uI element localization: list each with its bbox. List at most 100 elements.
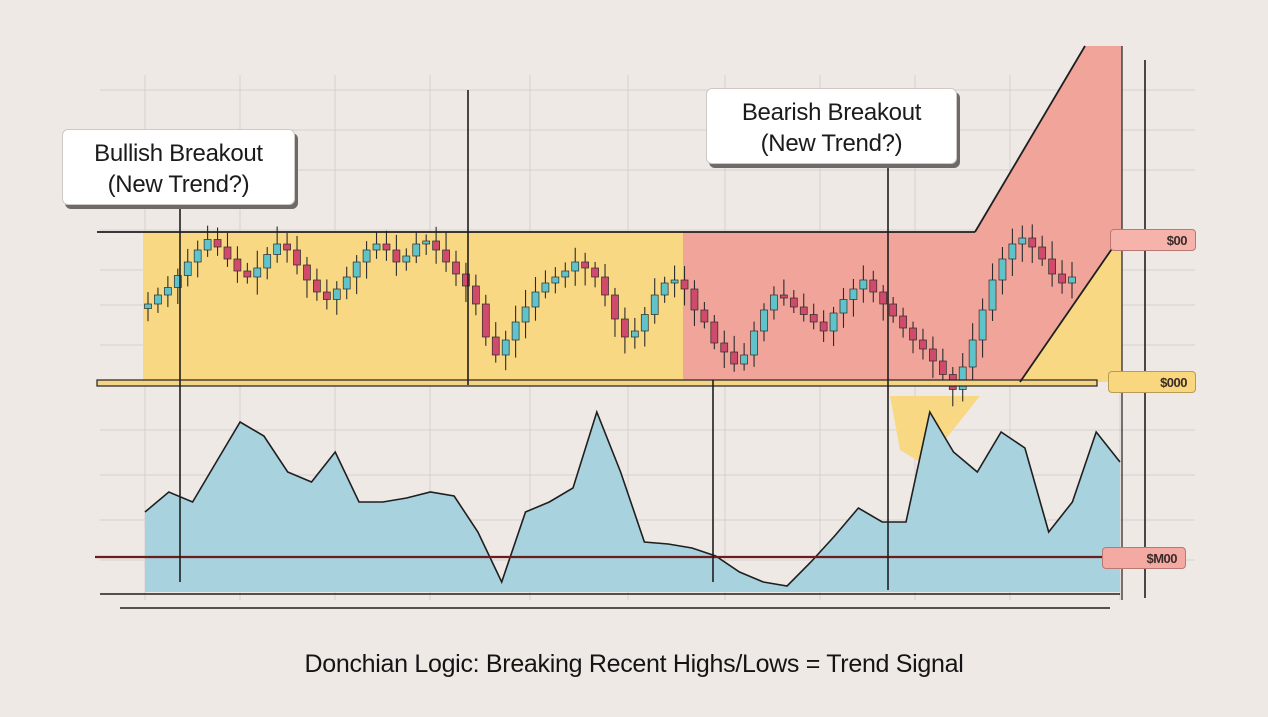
candle-body: [481, 303, 490, 338]
candle-body: [164, 287, 172, 296]
candle-body: [442, 249, 450, 263]
candle-body: [253, 267, 262, 278]
candle-body: [819, 321, 828, 332]
candle-body: [889, 303, 898, 317]
candle-body: [203, 239, 212, 251]
candle-body: [273, 243, 282, 255]
candle-body: [929, 348, 937, 362]
candle-body: [183, 261, 192, 276]
candle-body: [392, 249, 401, 263]
candle-body: [938, 360, 947, 375]
candle-body: [1048, 258, 1056, 275]
candle-body: [680, 279, 689, 290]
candle-body: [1068, 276, 1076, 284]
lower-channel-price-tag: $000: [1108, 371, 1196, 393]
candle-body: [640, 314, 649, 332]
candle-body: [154, 294, 162, 305]
candle-body: [799, 306, 808, 315]
candle-body: [243, 270, 252, 278]
channel-zones: [143, 46, 1122, 465]
candle-body: [581, 261, 590, 269]
upper-channel-breakout-line: [974, 45, 1086, 233]
candle-body: [780, 294, 788, 299]
candle-body: [233, 258, 242, 272]
candle-body: [472, 285, 480, 305]
candle-body: [710, 321, 719, 344]
candle-body: [650, 294, 659, 315]
candle-body: [660, 282, 669, 296]
candle-body: [591, 267, 599, 278]
candle-body: [322, 291, 331, 300]
upper-channel-price-tag: $00: [1110, 229, 1196, 251]
candle-body: [839, 299, 848, 314]
candle-body: [541, 282, 550, 293]
bullish-callout-line-2: (New Trend?): [107, 171, 250, 198]
candle-body: [789, 297, 798, 308]
candle-body: [978, 309, 987, 341]
candle-body: [571, 261, 580, 272]
candle-body: [601, 276, 609, 296]
candle-body: [213, 239, 222, 248]
candle-body: [690, 288, 699, 311]
candle-body: [293, 249, 301, 266]
oscillator-area: [145, 412, 1120, 592]
candle-body: [700, 309, 709, 323]
candle-body: [432, 240, 440, 251]
candle-body: [1018, 237, 1027, 245]
price-candles: [144, 224, 1076, 407]
candle-body: [332, 288, 341, 300]
candle-body: [561, 270, 570, 278]
lower-channel-band: [96, 379, 1098, 387]
candle-body: [988, 279, 997, 311]
bullish-breakout-callout: Bullish Breakout (New Trend?): [62, 129, 295, 205]
oscillator-price-tag: $M00: [1102, 547, 1186, 569]
candle-body: [869, 279, 878, 293]
candle-body: [402, 255, 411, 263]
bearish-breakout-callout: Bearish Breakout (New Trend?): [706, 88, 957, 164]
candle-body: [144, 303, 152, 309]
candle-body: [313, 279, 321, 293]
candle-body: [849, 288, 858, 300]
bullish-callout-line-1: Bullish Breakout: [94, 140, 263, 167]
bearish-callout-line-1: Bearish Breakout: [741, 99, 922, 126]
bullish-zone-right: [1020, 245, 1122, 382]
candle-body: [412, 243, 421, 257]
candle-body: [829, 312, 838, 332]
lower-channel-rise-line: [1019, 239, 1119, 383]
chart-caption: Donchian Logic: Breaking Recent Highs/Lo…: [304, 650, 964, 678]
candle-body: [551, 276, 560, 284]
candle-body: [342, 276, 351, 290]
candle-body: [283, 243, 291, 251]
candle-body: [452, 261, 460, 275]
candle-body: [501, 339, 510, 356]
candle-body: [720, 342, 729, 353]
oscillator-panel: [95, 409, 1130, 609]
candle-body: [630, 330, 639, 338]
candle-body: [422, 240, 431, 245]
candle-body: [670, 279, 679, 284]
candle-body: [531, 291, 540, 308]
candle-body: [1058, 273, 1066, 284]
channel-lines: [96, 45, 1196, 600]
oscillator-line: [144, 409, 1121, 587]
candle-body: [809, 314, 818, 323]
candle-body: [1008, 243, 1017, 260]
candle-body: [621, 318, 629, 338]
candle-body: [730, 351, 739, 365]
candle-body: [968, 339, 977, 368]
candle-body: [740, 354, 748, 365]
candle-body: [521, 306, 530, 323]
candle-body: [352, 261, 361, 278]
candle-body: [382, 243, 391, 251]
candle-body: [1038, 246, 1047, 260]
candle-body: [770, 294, 778, 311]
candle-body: [223, 246, 232, 260]
candle-body: [462, 273, 470, 287]
candle-body: [760, 309, 768, 332]
candle-body: [879, 291, 888, 305]
candle-body: [958, 366, 967, 390]
candle-body: [1028, 237, 1037, 248]
candle-body: [173, 275, 182, 288]
candle-body: [611, 294, 619, 320]
